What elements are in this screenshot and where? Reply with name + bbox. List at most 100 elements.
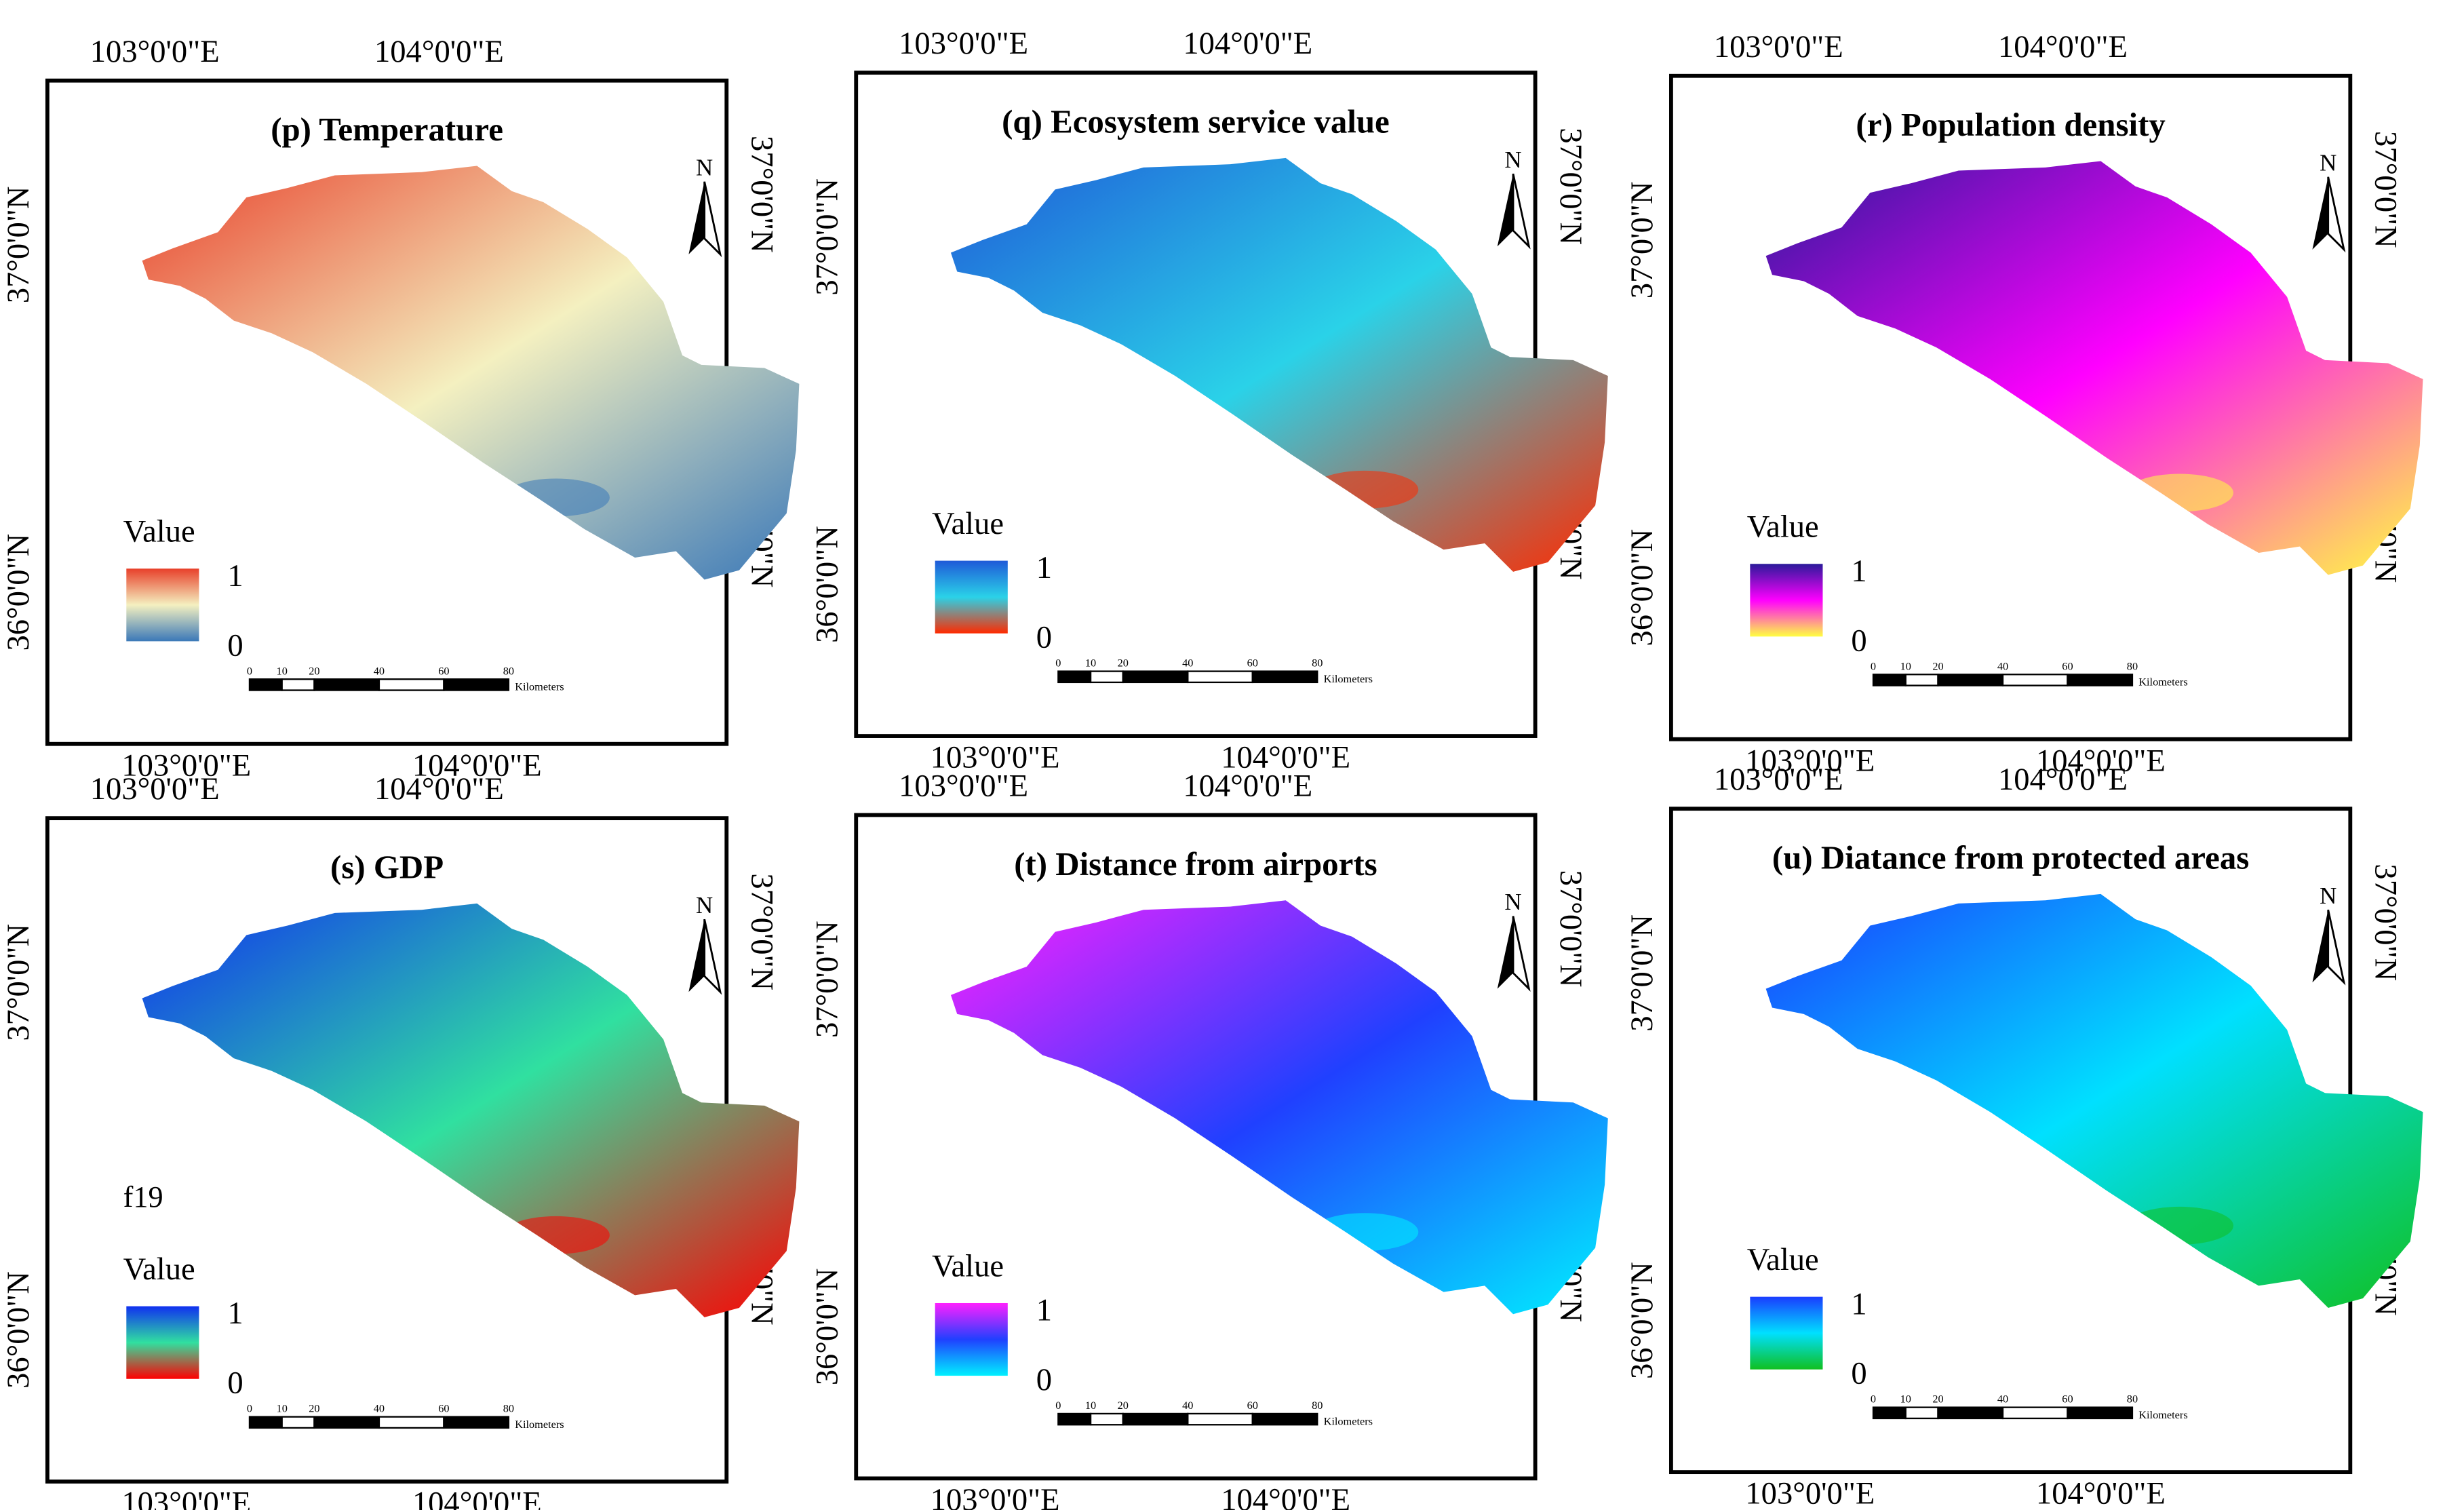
- lat-label-left-2: 36°0'0"N: [1, 534, 36, 651]
- scale-tick-label: 10: [1900, 659, 1911, 672]
- scale-tick-label: 60: [2062, 1393, 2073, 1406]
- scale-bar-segment: [313, 678, 380, 691]
- lon-label-top-1: 103°0'0"E: [90, 772, 220, 807]
- map-panel-p: 103°0'0"E 104°0'0"E 103°0'0"E 104°0'0"E 37°0…: [1, 35, 800, 783]
- map-panel-s: 103°0'0"E 104°0'0"E 103°0'0"E 104°0'0"E 37°0…: [1, 772, 800, 1510]
- legend-max-label: 1: [1851, 554, 1866, 589]
- scale-bar-segment: [248, 678, 283, 691]
- scale-bar-segment: [1122, 1412, 1189, 1426]
- lat-label-left-2: 36°0'0"N: [810, 1269, 844, 1386]
- scale-bar-segment: [443, 1416, 510, 1429]
- scale-bar-segment: [2001, 1406, 2069, 1420]
- scale-tick-label: 60: [1247, 657, 1258, 670]
- scale-tick-label: 40: [374, 1402, 385, 1415]
- lat-label-left-1: 37°0'0"N: [1, 187, 36, 304]
- scale-bar-segment: [2067, 1406, 2134, 1420]
- scale-tick-label: 10: [1085, 1399, 1096, 1412]
- lon-label-bottom-2: 104°0'0"E: [1221, 741, 1350, 775]
- scale-tick-label: 20: [1118, 657, 1129, 670]
- north-letter: N: [2320, 149, 2336, 176]
- north-arrow-icon: [688, 918, 722, 995]
- legend-color-ramp: [1750, 1296, 1823, 1370]
- legend-color-ramp: [1750, 564, 1823, 637]
- scale-bar-segment: [1937, 1406, 2004, 1420]
- lat-label-left-1: 37°0'0"N: [1625, 914, 1660, 1032]
- lon-label-bottom-1: 103°0'0"E: [1745, 743, 1875, 778]
- study-area-raster: [1765, 893, 2423, 1308]
- lat-label-right-1: 37°0'0"N: [745, 136, 779, 253]
- scale-unit-label: Kilometers: [1324, 672, 1373, 685]
- lon-label-top-2: 104°0'0"E: [374, 35, 504, 69]
- legend-min-label: 0: [1036, 1363, 1052, 1397]
- legend-title: Value: [932, 507, 1004, 541]
- scale-tick-label: 20: [1932, 1393, 1943, 1406]
- scale-bar-segment: [281, 678, 315, 691]
- lon-label-top-1: 103°0'0"E: [899, 769, 1028, 804]
- scale-tick-label: 0: [1871, 659, 1876, 672]
- north-letter: N: [2320, 883, 2336, 909]
- study-area-raster: [950, 900, 1608, 1315]
- scale-bar-segment: [1187, 670, 1253, 684]
- legend-title: Value: [1747, 1243, 1819, 1277]
- lon-label-bottom-1: 103°0'0"E: [931, 1483, 1060, 1510]
- scale-tick-label: 40: [1997, 1393, 2008, 1406]
- scale-unit-label: Kilometers: [515, 680, 564, 693]
- north-letter: N: [696, 892, 713, 918]
- lat-label-left-1: 37°0'0"N: [1625, 182, 1660, 299]
- scale-tick-label: 40: [1182, 1399, 1193, 1412]
- legend-max-label: 1: [227, 559, 243, 594]
- scale-bar-segment: [443, 678, 510, 691]
- panel-title: (q) Ecosystem service value: [1002, 103, 1390, 140]
- north-arrow-icon: [2312, 176, 2346, 253]
- scale-bar-segment: [248, 1416, 283, 1429]
- map-panel-t: 103°0'0"E 104°0'0"E 103°0'0"E 104°0'0"E 37°0…: [810, 769, 1608, 1510]
- scale-tick-label: 60: [1247, 1399, 1258, 1412]
- lon-label-top-2: 104°0'0"E: [1998, 30, 2128, 64]
- lon-label-bottom-2: 104°0'0"E: [1221, 1483, 1350, 1510]
- scale-tick-label: 80: [2127, 1393, 2138, 1406]
- scale-bar-segment: [1251, 1412, 1318, 1426]
- lat-label-right-1: 37°0'0"N: [2368, 864, 2403, 981]
- lon-label-top-1: 103°0'0"E: [1714, 30, 1843, 64]
- lon-label-top-1: 103°0'0"E: [1714, 762, 1843, 797]
- lat-label-left-1: 37°0'0"N: [810, 178, 844, 296]
- panel-title: (s) GDP: [330, 849, 444, 886]
- map-panel-r: 103°0'0"E 104°0'0"E 103°0'0"E 104°0'0"E 37°0…: [1625, 30, 2423, 778]
- scale-tick-label: 40: [374, 664, 385, 677]
- scale-tick-label: 0: [1055, 657, 1061, 670]
- scale-tick-label: 40: [1182, 657, 1193, 670]
- legend-color-ramp: [935, 560, 1008, 634]
- scale-tick-label: 60: [438, 1402, 449, 1415]
- lat-label-right-1: 37°0'0"N: [1553, 870, 1588, 988]
- lon-label-bottom-1: 103°0'0"E: [931, 741, 1060, 775]
- legend-max-label: 1: [1851, 1287, 1866, 1321]
- study-area-raster: [1765, 161, 2423, 575]
- scale-tick-label: 0: [1055, 1399, 1061, 1412]
- scale-bar-segment: [1904, 1406, 1939, 1420]
- scale-tick-label: 0: [247, 1402, 252, 1415]
- scale-tick-label: 60: [2062, 659, 2073, 672]
- lon-label-top-2: 104°0'0"E: [374, 772, 504, 807]
- lat-label-left-2: 36°0'0"N: [1625, 529, 1660, 646]
- legend-title: Value: [1747, 510, 1819, 545]
- scale-tick-label: 0: [1871, 1393, 1876, 1406]
- scale-tick-label: 60: [438, 664, 449, 677]
- legend-title: Value: [123, 515, 195, 549]
- lon-label-bottom-2: 104°0'0"E: [412, 748, 542, 783]
- scale-unit-label: Kilometers: [515, 1418, 564, 1431]
- scale-bar-segment: [2067, 674, 2134, 686]
- lat-label-right-1: 37°0'0"N: [745, 873, 779, 990]
- legend-min-label: 0: [1851, 1357, 1866, 1391]
- lon-label-top-1: 103°0'0"E: [90, 35, 220, 69]
- scale-bar-segment: [1122, 670, 1189, 684]
- scale-tick-label: 0: [247, 664, 252, 677]
- scale-tick-label: 80: [2127, 659, 2138, 672]
- scale-tick-label: 10: [277, 664, 288, 677]
- scale-bar-segment: [1089, 670, 1124, 684]
- scale-tick-label: 80: [1312, 657, 1323, 670]
- scale-tick-label: 10: [1900, 1393, 1911, 1406]
- scale-tick-label: 80: [503, 1402, 514, 1415]
- panel-title: (t) Distance from airports: [1014, 845, 1377, 883]
- study-area-raster: [142, 903, 800, 1317]
